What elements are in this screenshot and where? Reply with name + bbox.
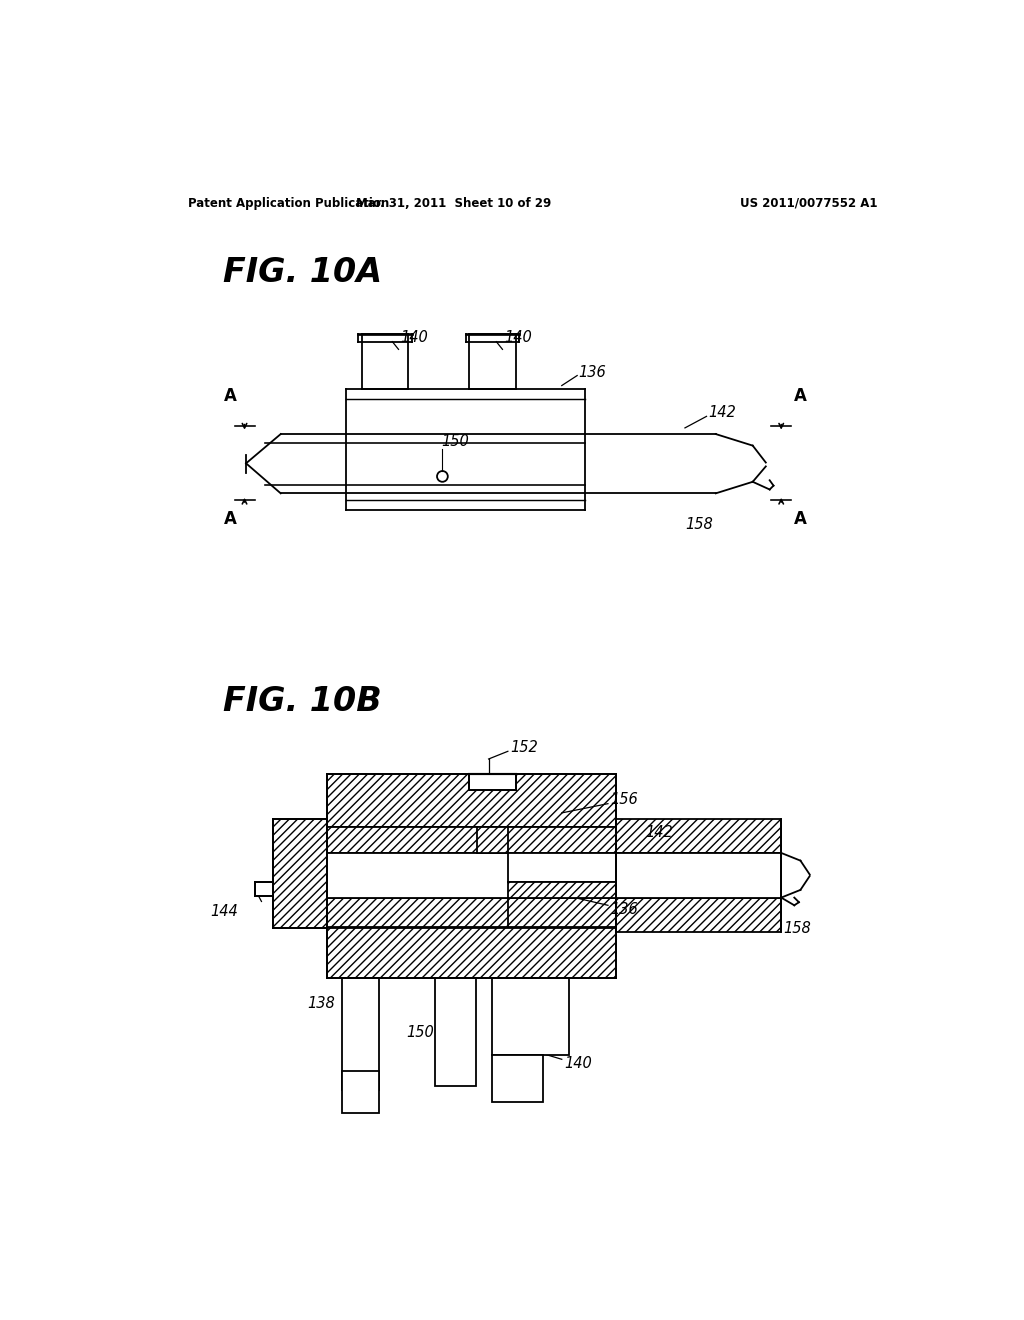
- Text: 144: 144: [211, 904, 239, 919]
- Text: 138: 138: [307, 997, 336, 1011]
- Bar: [493, 1056, 543, 1102]
- Bar: [273, 818, 327, 928]
- Text: 142: 142: [708, 405, 736, 420]
- Bar: [327, 928, 615, 978]
- Bar: [342, 978, 379, 1090]
- Text: FIG. 10A: FIG. 10A: [223, 256, 382, 289]
- Text: A: A: [794, 510, 807, 528]
- Text: Mar. 31, 2011  Sheet 10 of 29: Mar. 31, 2011 Sheet 10 of 29: [356, 197, 552, 210]
- Bar: [508, 882, 615, 898]
- Bar: [255, 882, 273, 896]
- Bar: [615, 818, 781, 853]
- Bar: [615, 898, 781, 932]
- Bar: [493, 978, 569, 1056]
- Text: 158: 158: [783, 921, 811, 936]
- Text: 150: 150: [407, 1024, 434, 1040]
- Bar: [615, 853, 781, 898]
- Bar: [327, 898, 781, 927]
- Text: A: A: [224, 387, 238, 405]
- Text: 136: 136: [579, 364, 606, 380]
- Text: 140: 140: [504, 330, 531, 346]
- Text: 136: 136: [610, 902, 638, 916]
- Text: US 2011/0077552 A1: US 2011/0077552 A1: [740, 197, 878, 210]
- Text: A: A: [794, 387, 807, 405]
- Bar: [327, 853, 781, 898]
- Bar: [342, 1071, 379, 1113]
- Bar: [327, 775, 615, 826]
- Text: 140: 140: [564, 1056, 592, 1071]
- Text: 158: 158: [685, 516, 713, 532]
- Bar: [435, 978, 475, 1086]
- Text: FIG. 10B: FIG. 10B: [223, 685, 382, 718]
- Bar: [327, 826, 781, 853]
- Text: 140: 140: [400, 330, 428, 346]
- Text: A: A: [224, 510, 238, 528]
- Text: 142: 142: [645, 825, 673, 840]
- Text: 150: 150: [441, 434, 469, 449]
- Text: Patent Application Publication: Patent Application Publication: [188, 197, 389, 210]
- Bar: [469, 775, 515, 789]
- Text: 156: 156: [610, 792, 638, 808]
- Text: 152: 152: [510, 741, 538, 755]
- Bar: [477, 826, 508, 853]
